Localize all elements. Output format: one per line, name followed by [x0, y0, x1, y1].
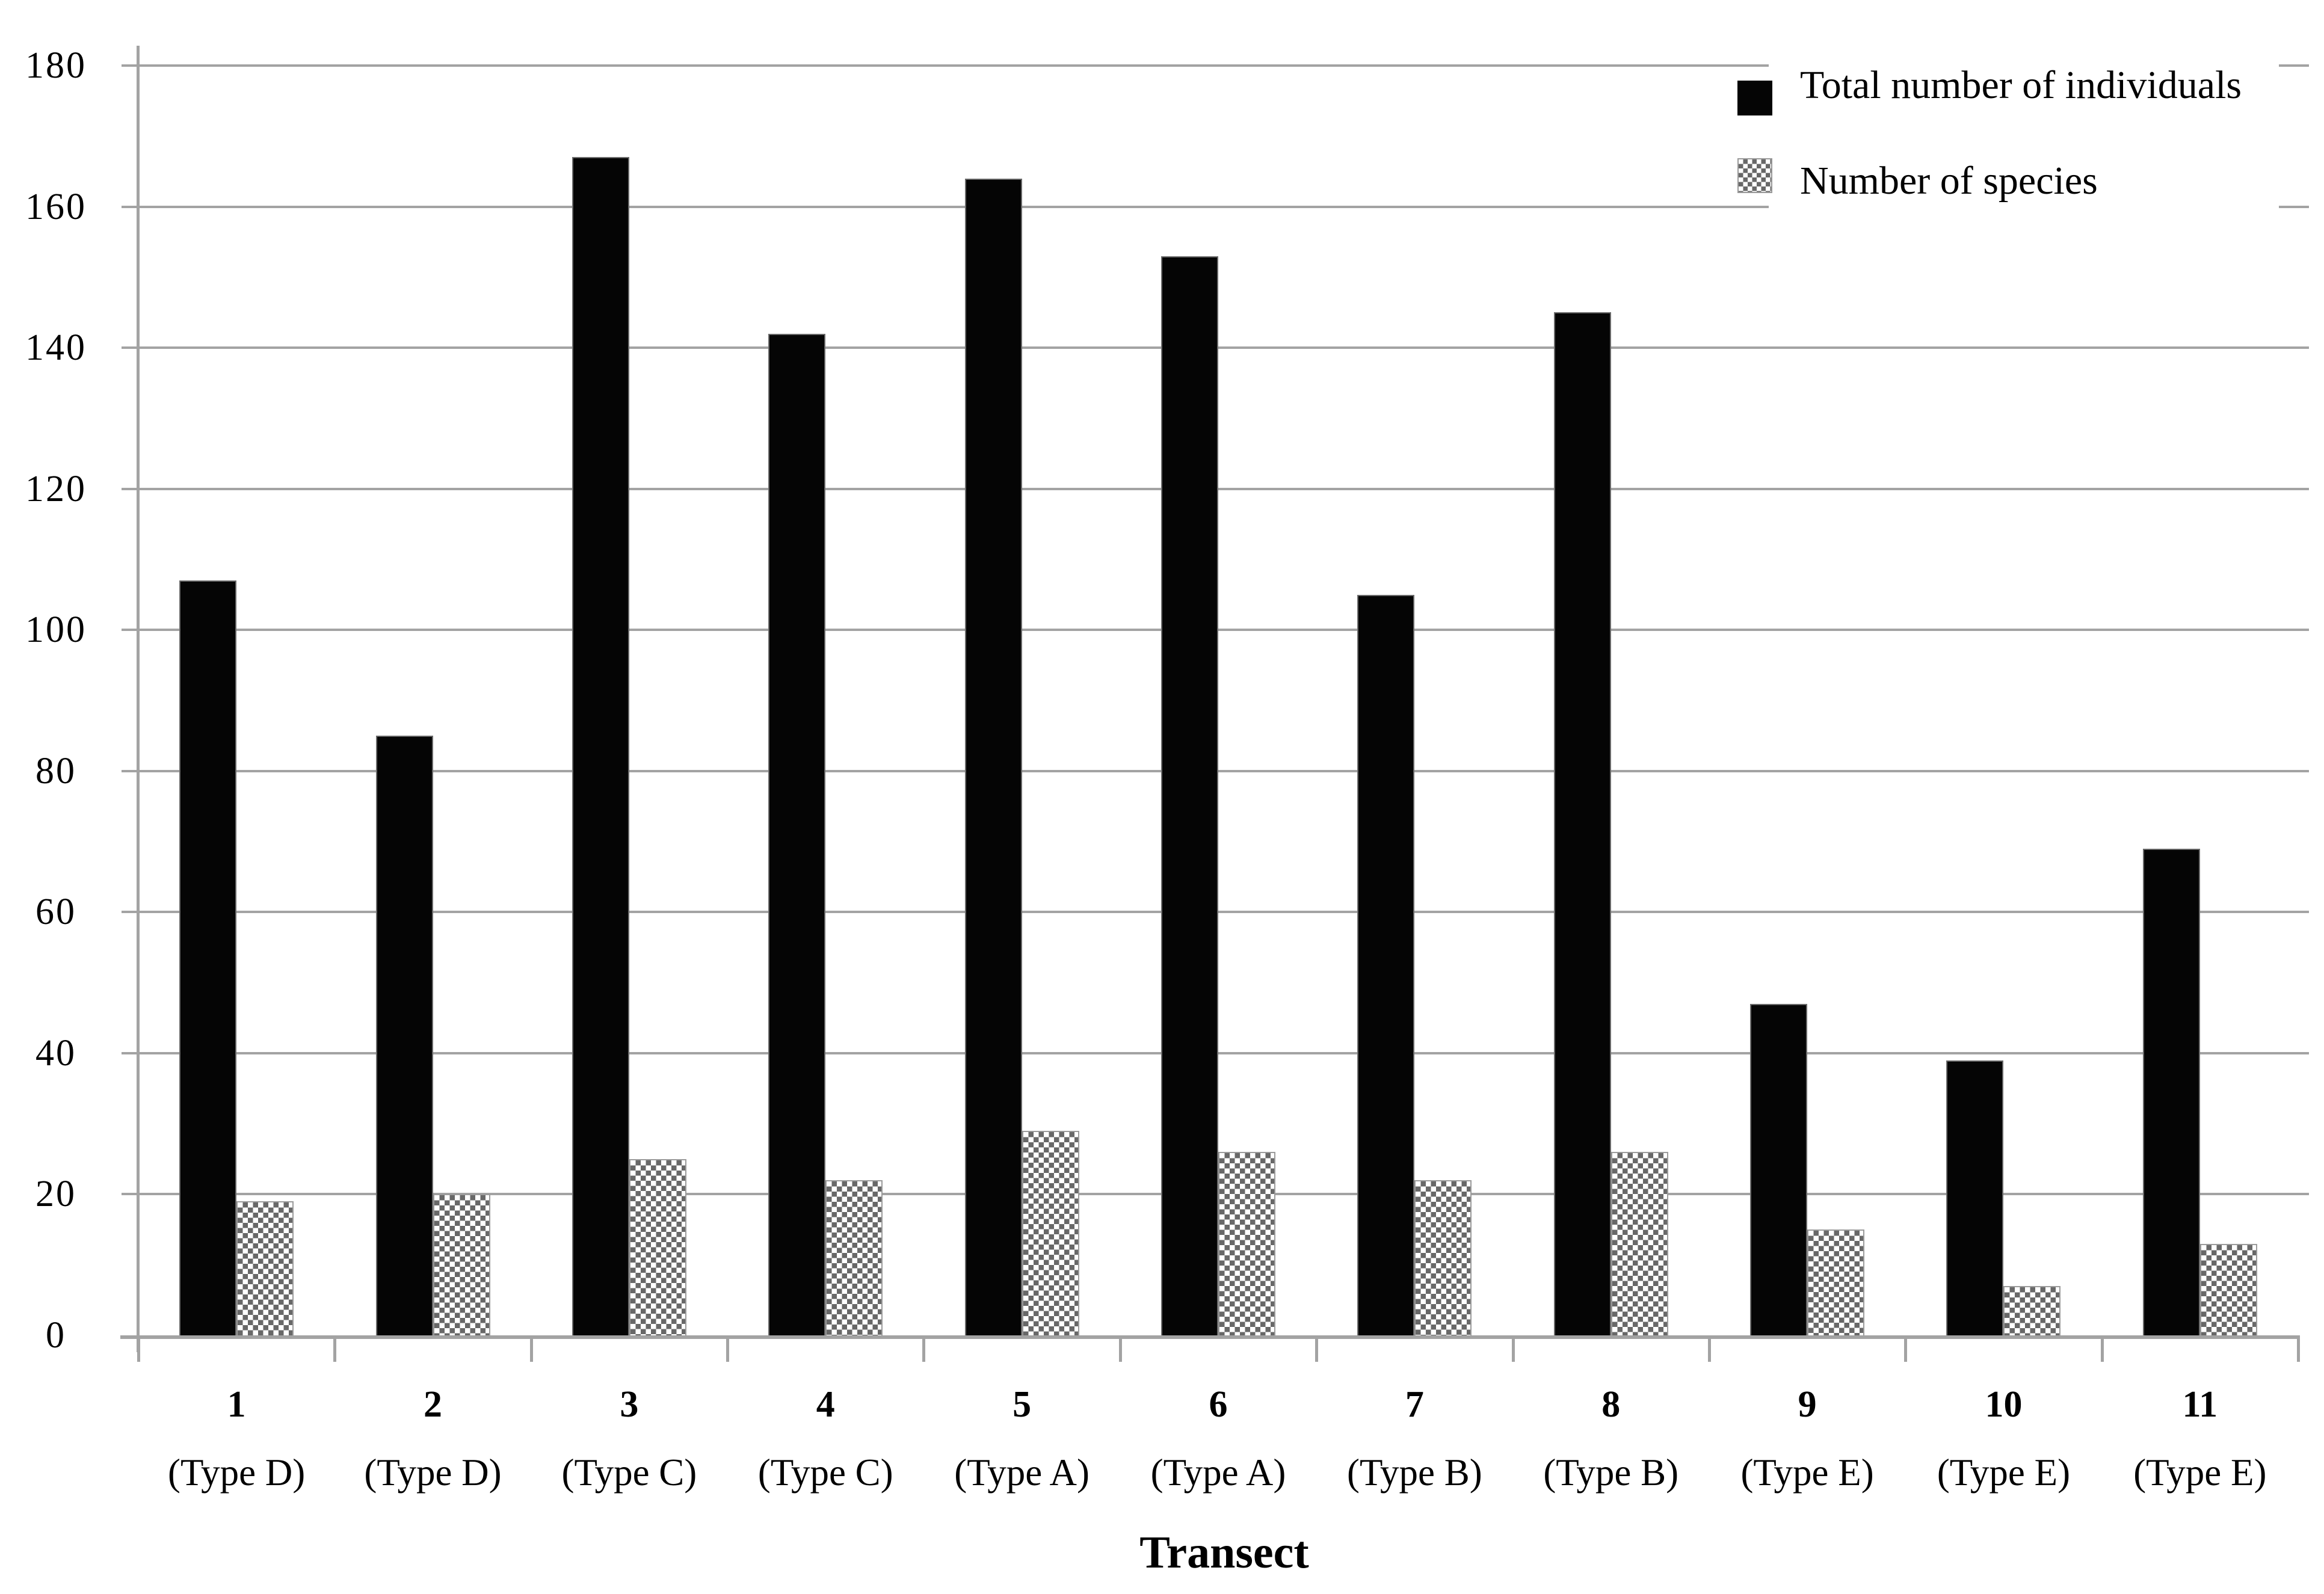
y-axis-tick [122, 487, 138, 490]
y-axis-tick-label-120: 120 [25, 468, 87, 509]
y-axis-tick-label-80: 80 [35, 750, 76, 792]
x-axis-title: Transect [1139, 1527, 1309, 1578]
x-axis-tick [1118, 1335, 1122, 1362]
x-tick-label-5: 5 [1013, 1384, 1032, 1425]
x-type-label-5: (Type A) [954, 1451, 1090, 1494]
legend: Total number of individuals Number of sp… [1737, 47, 2291, 220]
y-axis-tick-label-20: 20 [35, 1174, 76, 1215]
x-type-label-2: (Type D) [364, 1451, 502, 1494]
x-axis-tick [1707, 1335, 1711, 1362]
x-tick-label-7: 7 [1405, 1384, 1424, 1425]
bar-species-transect-1 [236, 1201, 294, 1338]
x-type-label-8: (Type B) [1543, 1451, 1679, 1494]
x-tick-label-11: 11 [2182, 1384, 2218, 1425]
bar-species-transect-7 [1414, 1180, 1472, 1338]
bar-individuals-transect-6 [1161, 256, 1218, 1338]
gridline-180 [138, 64, 1769, 67]
gridline-140 [138, 346, 2309, 349]
gridline-60 [138, 911, 2309, 914]
bar-individuals-transect-11 [2142, 848, 2200, 1338]
bar-individuals-transect-8 [1553, 312, 1611, 1338]
bar-species-transect-4 [825, 1180, 883, 1338]
bar-species-transect-11 [2199, 1243, 2257, 1338]
y-axis-tick [122, 629, 138, 632]
gridline-180-right-dash [2279, 64, 2309, 67]
y-axis-tick [122, 205, 138, 208]
bar-species-transect-9 [1807, 1229, 1865, 1338]
y-axis-tick-label-0: 0 [46, 1315, 66, 1356]
y-axis-tick [122, 346, 138, 349]
x-type-label-1: (Type D) [168, 1451, 306, 1494]
gridline-40 [138, 1051, 2309, 1054]
x-axis-tick [922, 1335, 926, 1362]
gridline-160-right-dash [2279, 205, 2309, 208]
x-tick-label-9: 9 [1798, 1384, 1817, 1425]
x-axis-tick [529, 1335, 533, 1362]
bar-individuals-transect-2 [375, 736, 433, 1338]
x-type-label-3: (Type C) [561, 1451, 697, 1494]
x-tick-label-6: 6 [1209, 1384, 1228, 1425]
legend-item-species: Number of species [1737, 143, 2291, 219]
x-axis-line [120, 1335, 2299, 1339]
legend-label-species: Number of species [1800, 159, 2098, 203]
bar-individuals-transect-5 [964, 178, 1022, 1338]
x-type-label-10: (Type E) [1937, 1451, 2071, 1494]
y-axis-tick [122, 769, 138, 772]
gridline-160 [138, 205, 1769, 208]
bar-individuals-transect-9 [1750, 1003, 1808, 1338]
y-axis-tick-label-100: 100 [25, 609, 87, 651]
y-axis-tick-label-160: 160 [25, 186, 87, 227]
y-axis-tick-label-60: 60 [35, 891, 76, 933]
x-axis-tick [137, 1335, 140, 1362]
y-axis-tick-label-40: 40 [35, 1032, 76, 1074]
y-axis-tick-label-140: 140 [25, 327, 87, 369]
black-square-swatch-icon [1737, 81, 1772, 115]
y-axis-tick [122, 1193, 138, 1196]
x-tick-label-4: 4 [816, 1384, 835, 1425]
x-axis-tick [1904, 1335, 1908, 1362]
x-tick-label-3: 3 [620, 1384, 639, 1425]
x-tick-label-1: 1 [227, 1384, 246, 1425]
y-axis-tick [122, 911, 138, 914]
x-tick-label-10: 10 [1985, 1384, 2023, 1425]
x-type-label-6: (Type A) [1150, 1451, 1286, 1494]
x-axis-tick [1315, 1335, 1319, 1362]
x-axis-tick [726, 1335, 730, 1362]
x-tick-label-8: 8 [1601, 1384, 1621, 1425]
gridline-120 [138, 487, 2309, 490]
y-axis-tick [122, 64, 138, 67]
bar-species-transect-8 [1610, 1152, 1668, 1338]
legend-label-individuals: Total number of individuals [1800, 63, 2242, 107]
bar-species-transect-2 [433, 1194, 490, 1338]
y-axis-tick [122, 1051, 138, 1054]
x-type-label-4: (Type C) [757, 1451, 893, 1494]
x-tick-label-2: 2 [424, 1384, 443, 1425]
bar-species-transect-3 [629, 1159, 686, 1338]
bar-individuals-transect-7 [1357, 594, 1415, 1338]
x-axis-tick [2100, 1335, 2104, 1362]
bar-species-transect-6 [1218, 1152, 1275, 1338]
checker-square-swatch-icon [1737, 158, 1772, 194]
bar-individuals-transect-4 [768, 333, 826, 1338]
x-type-label-11: (Type E) [2133, 1451, 2267, 1494]
legend-item-individuals: Total number of individuals [1737, 47, 2291, 123]
x-axis-tick [1511, 1335, 1515, 1362]
bar-species-transect-5 [1022, 1130, 1079, 1338]
x-type-label-7: (Type B) [1346, 1451, 1482, 1494]
x-axis-tick [2297, 1335, 2300, 1362]
gridline-100 [138, 629, 2309, 632]
x-axis-tick [333, 1335, 337, 1362]
bar-species-transect-10 [2003, 1285, 2061, 1338]
bar-individuals-transect-3 [572, 157, 629, 1338]
bar-individuals-transect-1 [179, 580, 237, 1338]
gridline-80 [138, 769, 2309, 772]
y-axis-tick-label-180: 180 [25, 45, 87, 86]
x-type-label-9: (Type E) [1740, 1451, 1874, 1494]
y-axis-line [137, 46, 140, 1352]
bar-individuals-transect-10 [1946, 1060, 2004, 1338]
